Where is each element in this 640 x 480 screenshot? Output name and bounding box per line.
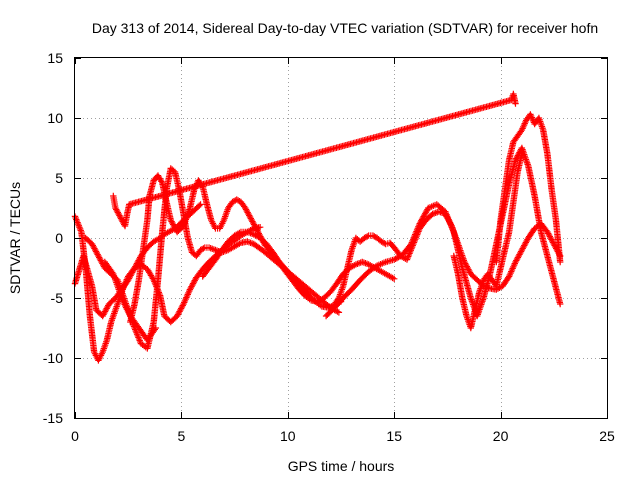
data-point (151, 326, 158, 333)
y-tick-label: -10 (43, 350, 63, 366)
x-tick-label: 0 (71, 428, 79, 444)
y-tick-label: 5 (55, 170, 63, 186)
y-tick-label: 10 (47, 110, 63, 126)
data-point (197, 201, 204, 208)
x-tick-label: 10 (280, 428, 296, 444)
tick-labels: 0 5 10 15 20 25 -15 -10 -5 0 5 10 15 (43, 50, 615, 444)
plot-frame (74, 57, 608, 419)
data-point (364, 233, 371, 240)
x-tick-label: 5 (178, 428, 186, 444)
data-point (196, 202, 203, 209)
x-axis-label: GPS time / hours (288, 458, 395, 474)
x-tick-label: 25 (599, 428, 615, 444)
y-tick-label: -15 (43, 410, 63, 426)
data-point (334, 308, 341, 315)
data-point (512, 100, 519, 107)
data-point (158, 178, 165, 185)
data-point (518, 150, 526, 158)
data-point (556, 258, 564, 266)
y-tick-label: 15 (47, 50, 63, 66)
data-point (200, 245, 207, 252)
data-point (152, 324, 160, 332)
data-point (179, 302, 186, 309)
data-point (335, 309, 343, 316)
data-point (391, 275, 398, 282)
axis-ticks (75, 58, 608, 419)
y-tick-label: -5 (51, 290, 64, 306)
y-axis-label: SDTVAR / TECUs (7, 182, 23, 294)
chart-title: Day 313 of 2014, Sidereal Day-to-day VTE… (92, 20, 598, 36)
data-points (71, 90, 564, 364)
data-point (556, 300, 564, 308)
y-tick-label: 0 (55, 230, 63, 246)
data-point (109, 269, 116, 276)
x-tick-label: 20 (493, 428, 509, 444)
x-tick-label: 15 (386, 428, 402, 444)
